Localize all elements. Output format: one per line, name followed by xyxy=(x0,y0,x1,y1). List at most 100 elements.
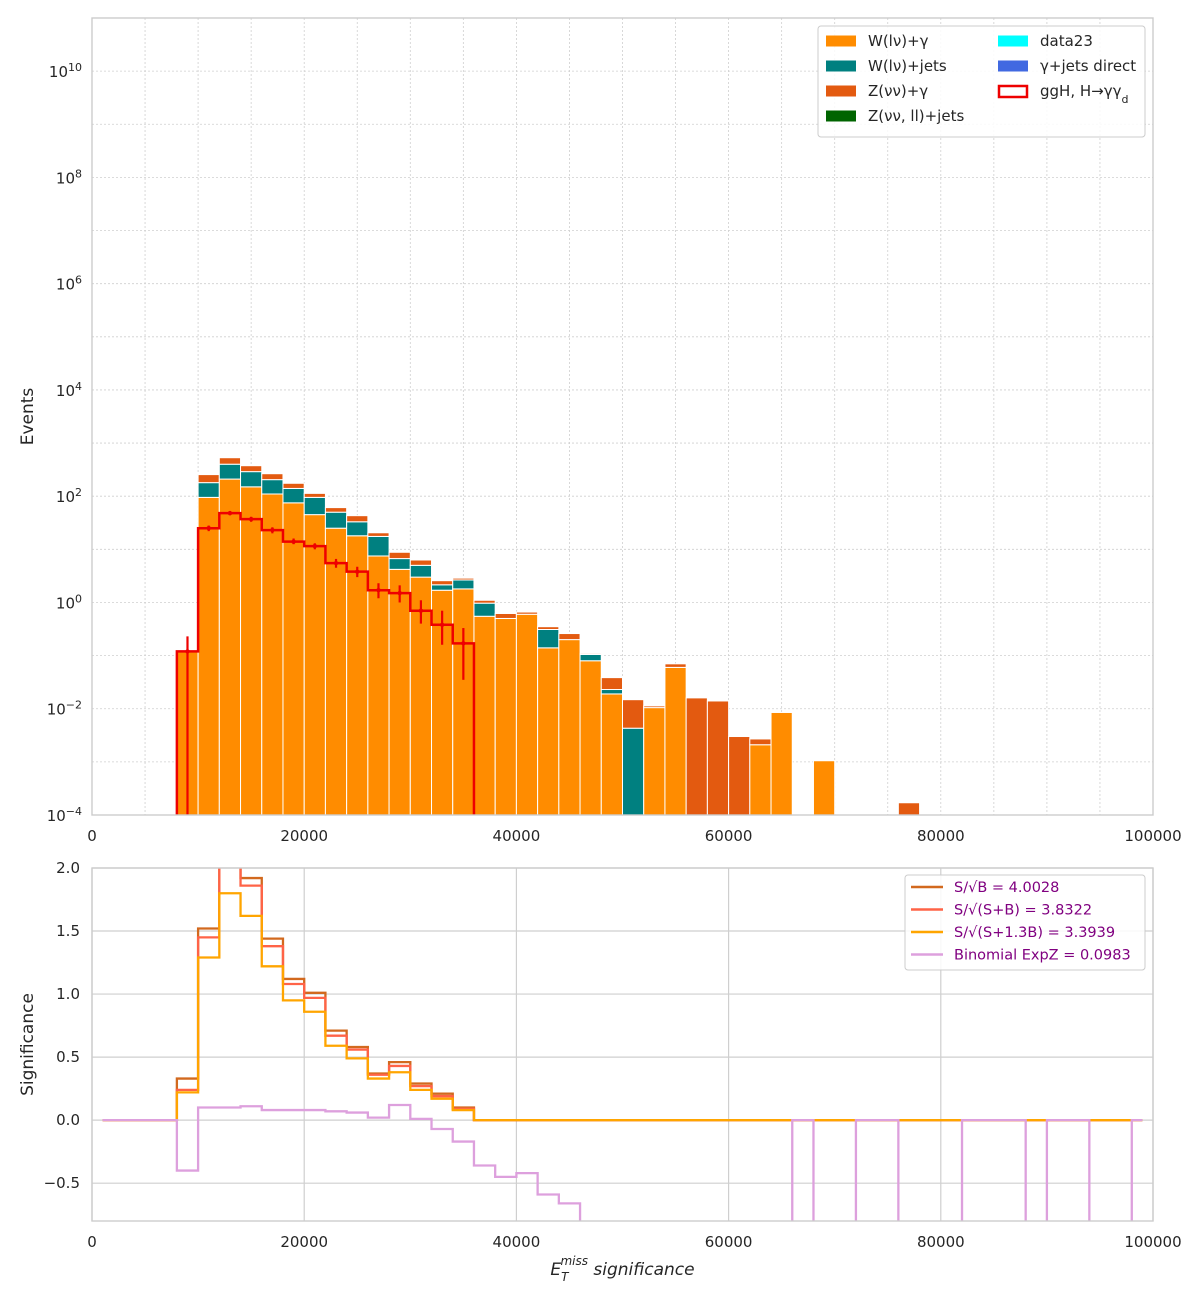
x-tick-label: 0 xyxy=(87,1233,97,1251)
bar xyxy=(558,633,581,641)
significance-lines xyxy=(102,868,1143,1221)
legend-label: ggH, H→γγd xyxy=(1040,82,1128,106)
signal-point xyxy=(227,510,233,516)
bar xyxy=(622,727,645,816)
legend-label: Z(νν, ll)+jets xyxy=(868,107,964,125)
bar xyxy=(897,802,921,816)
significance-step-line xyxy=(102,892,1143,1122)
legend-entry: data23 xyxy=(998,32,1093,50)
bar xyxy=(324,511,348,529)
bar xyxy=(600,677,624,691)
legend-label: Binomial ExpZ = 0.0983 xyxy=(954,948,1131,964)
bar xyxy=(473,599,496,604)
significance-y-tick-labels: 2.0 1.5 1.0 0.5 0.0 −0.5 xyxy=(44,859,80,1192)
significance-legend: S/√B = 4.0028 S/√(S+B) = 3.8322 S/√(S+1.3B… xyxy=(904,874,1146,971)
bar xyxy=(240,486,263,816)
bar xyxy=(452,588,475,816)
bar xyxy=(494,612,517,619)
x-tick-label: 80000 xyxy=(917,827,965,845)
legend-label: data23 xyxy=(1040,32,1093,50)
main-plot-frame xyxy=(91,17,1154,816)
bar xyxy=(409,564,433,578)
bar xyxy=(197,496,220,816)
y-tick-label: 2.0 xyxy=(56,859,80,877)
signal-step-line xyxy=(175,511,476,815)
signal-point xyxy=(248,516,254,522)
x-tick-label: 20000 xyxy=(280,827,328,845)
significance-x-tick-labels: 0 20000 40000 60000 80000 100000 xyxy=(87,1233,1181,1251)
signal-point xyxy=(291,539,296,544)
x-tick-label: 20000 xyxy=(280,1233,328,1251)
bar xyxy=(579,653,602,662)
bar xyxy=(388,568,411,816)
bar xyxy=(324,527,348,816)
legend-entry: W(lν)+γ xyxy=(826,32,929,50)
bar xyxy=(388,551,411,560)
legend-entry: S/√B = 4.0028 xyxy=(911,880,1059,896)
y-tick-label: 102 xyxy=(56,486,82,507)
y-tick-label: 106 xyxy=(56,273,82,294)
x-tick-label: 100000 xyxy=(1124,1233,1181,1251)
y-tick-label: 108 xyxy=(56,167,82,188)
bar xyxy=(218,478,242,816)
bar xyxy=(452,579,475,590)
legend-entry: Z(νν)+γ xyxy=(826,82,928,100)
bar xyxy=(240,465,263,473)
bar xyxy=(622,699,645,729)
bar xyxy=(346,535,369,816)
main-legend: W(lν)+γ W(lν)+jets Z(νν)+γ Z(νν, ll)+jets da… xyxy=(817,25,1146,138)
bar xyxy=(558,639,581,816)
y-tick-label: −0.5 xyxy=(44,1174,80,1192)
x-tick-label: 40000 xyxy=(493,827,541,845)
legend-box xyxy=(904,874,1146,971)
bar xyxy=(706,700,730,816)
signal-point xyxy=(333,560,339,566)
bar xyxy=(685,697,708,816)
signal-point xyxy=(461,641,466,646)
legend-swatch xyxy=(826,35,856,47)
signal-point xyxy=(397,590,402,596)
bar xyxy=(749,738,772,746)
bar xyxy=(218,457,242,465)
legend-entry: γ+jets direct xyxy=(998,57,1136,75)
x-tick-label: 0 xyxy=(87,827,97,845)
bar xyxy=(643,705,666,709)
bar xyxy=(600,689,624,695)
bar xyxy=(749,744,772,816)
bar xyxy=(218,463,242,480)
legend-entry: W(lν)+jets xyxy=(826,57,947,75)
bar xyxy=(812,760,836,816)
bar xyxy=(303,492,326,498)
bar xyxy=(579,652,602,655)
legend-box xyxy=(817,25,1146,138)
legend-swatch xyxy=(998,35,1028,47)
legend-swatch xyxy=(826,60,856,72)
bar xyxy=(579,660,602,816)
bar xyxy=(303,514,326,816)
main-x-tick-labels: 0 20000 40000 60000 80000 100000 xyxy=(87,827,1181,845)
legend-entry: S/√(S+1.3B) = 3.3939 xyxy=(911,925,1115,941)
legend-label: γ+jets direct xyxy=(1040,57,1136,75)
legend-swatch xyxy=(998,60,1028,72)
bar xyxy=(197,474,220,484)
signal-error-bars xyxy=(185,510,466,815)
bar xyxy=(728,736,751,816)
bar xyxy=(367,535,390,557)
bar xyxy=(452,577,475,581)
bar xyxy=(473,602,496,617)
legend-label: W(lν)+γ xyxy=(868,32,929,50)
legend-label: S/√(S+B) = 3.8322 xyxy=(954,903,1092,919)
y-tick-label: 1.0 xyxy=(56,985,80,1003)
signal-point xyxy=(270,527,275,533)
x-tick-label: 100000 xyxy=(1124,827,1181,845)
signal-point xyxy=(439,622,445,627)
stacked-bars xyxy=(176,457,921,816)
y-tick-label: 100 xyxy=(56,592,82,613)
y-tick-label: 10−4 xyxy=(47,805,82,826)
bar xyxy=(473,615,496,816)
signal-point xyxy=(418,608,424,613)
main-y-tick-labels: 1010 108 106 104 102 100 10−2 10−4 xyxy=(47,61,82,825)
legend-swatch xyxy=(826,85,856,97)
legend-entry: S/√(S+B) = 3.8322 xyxy=(911,903,1092,919)
